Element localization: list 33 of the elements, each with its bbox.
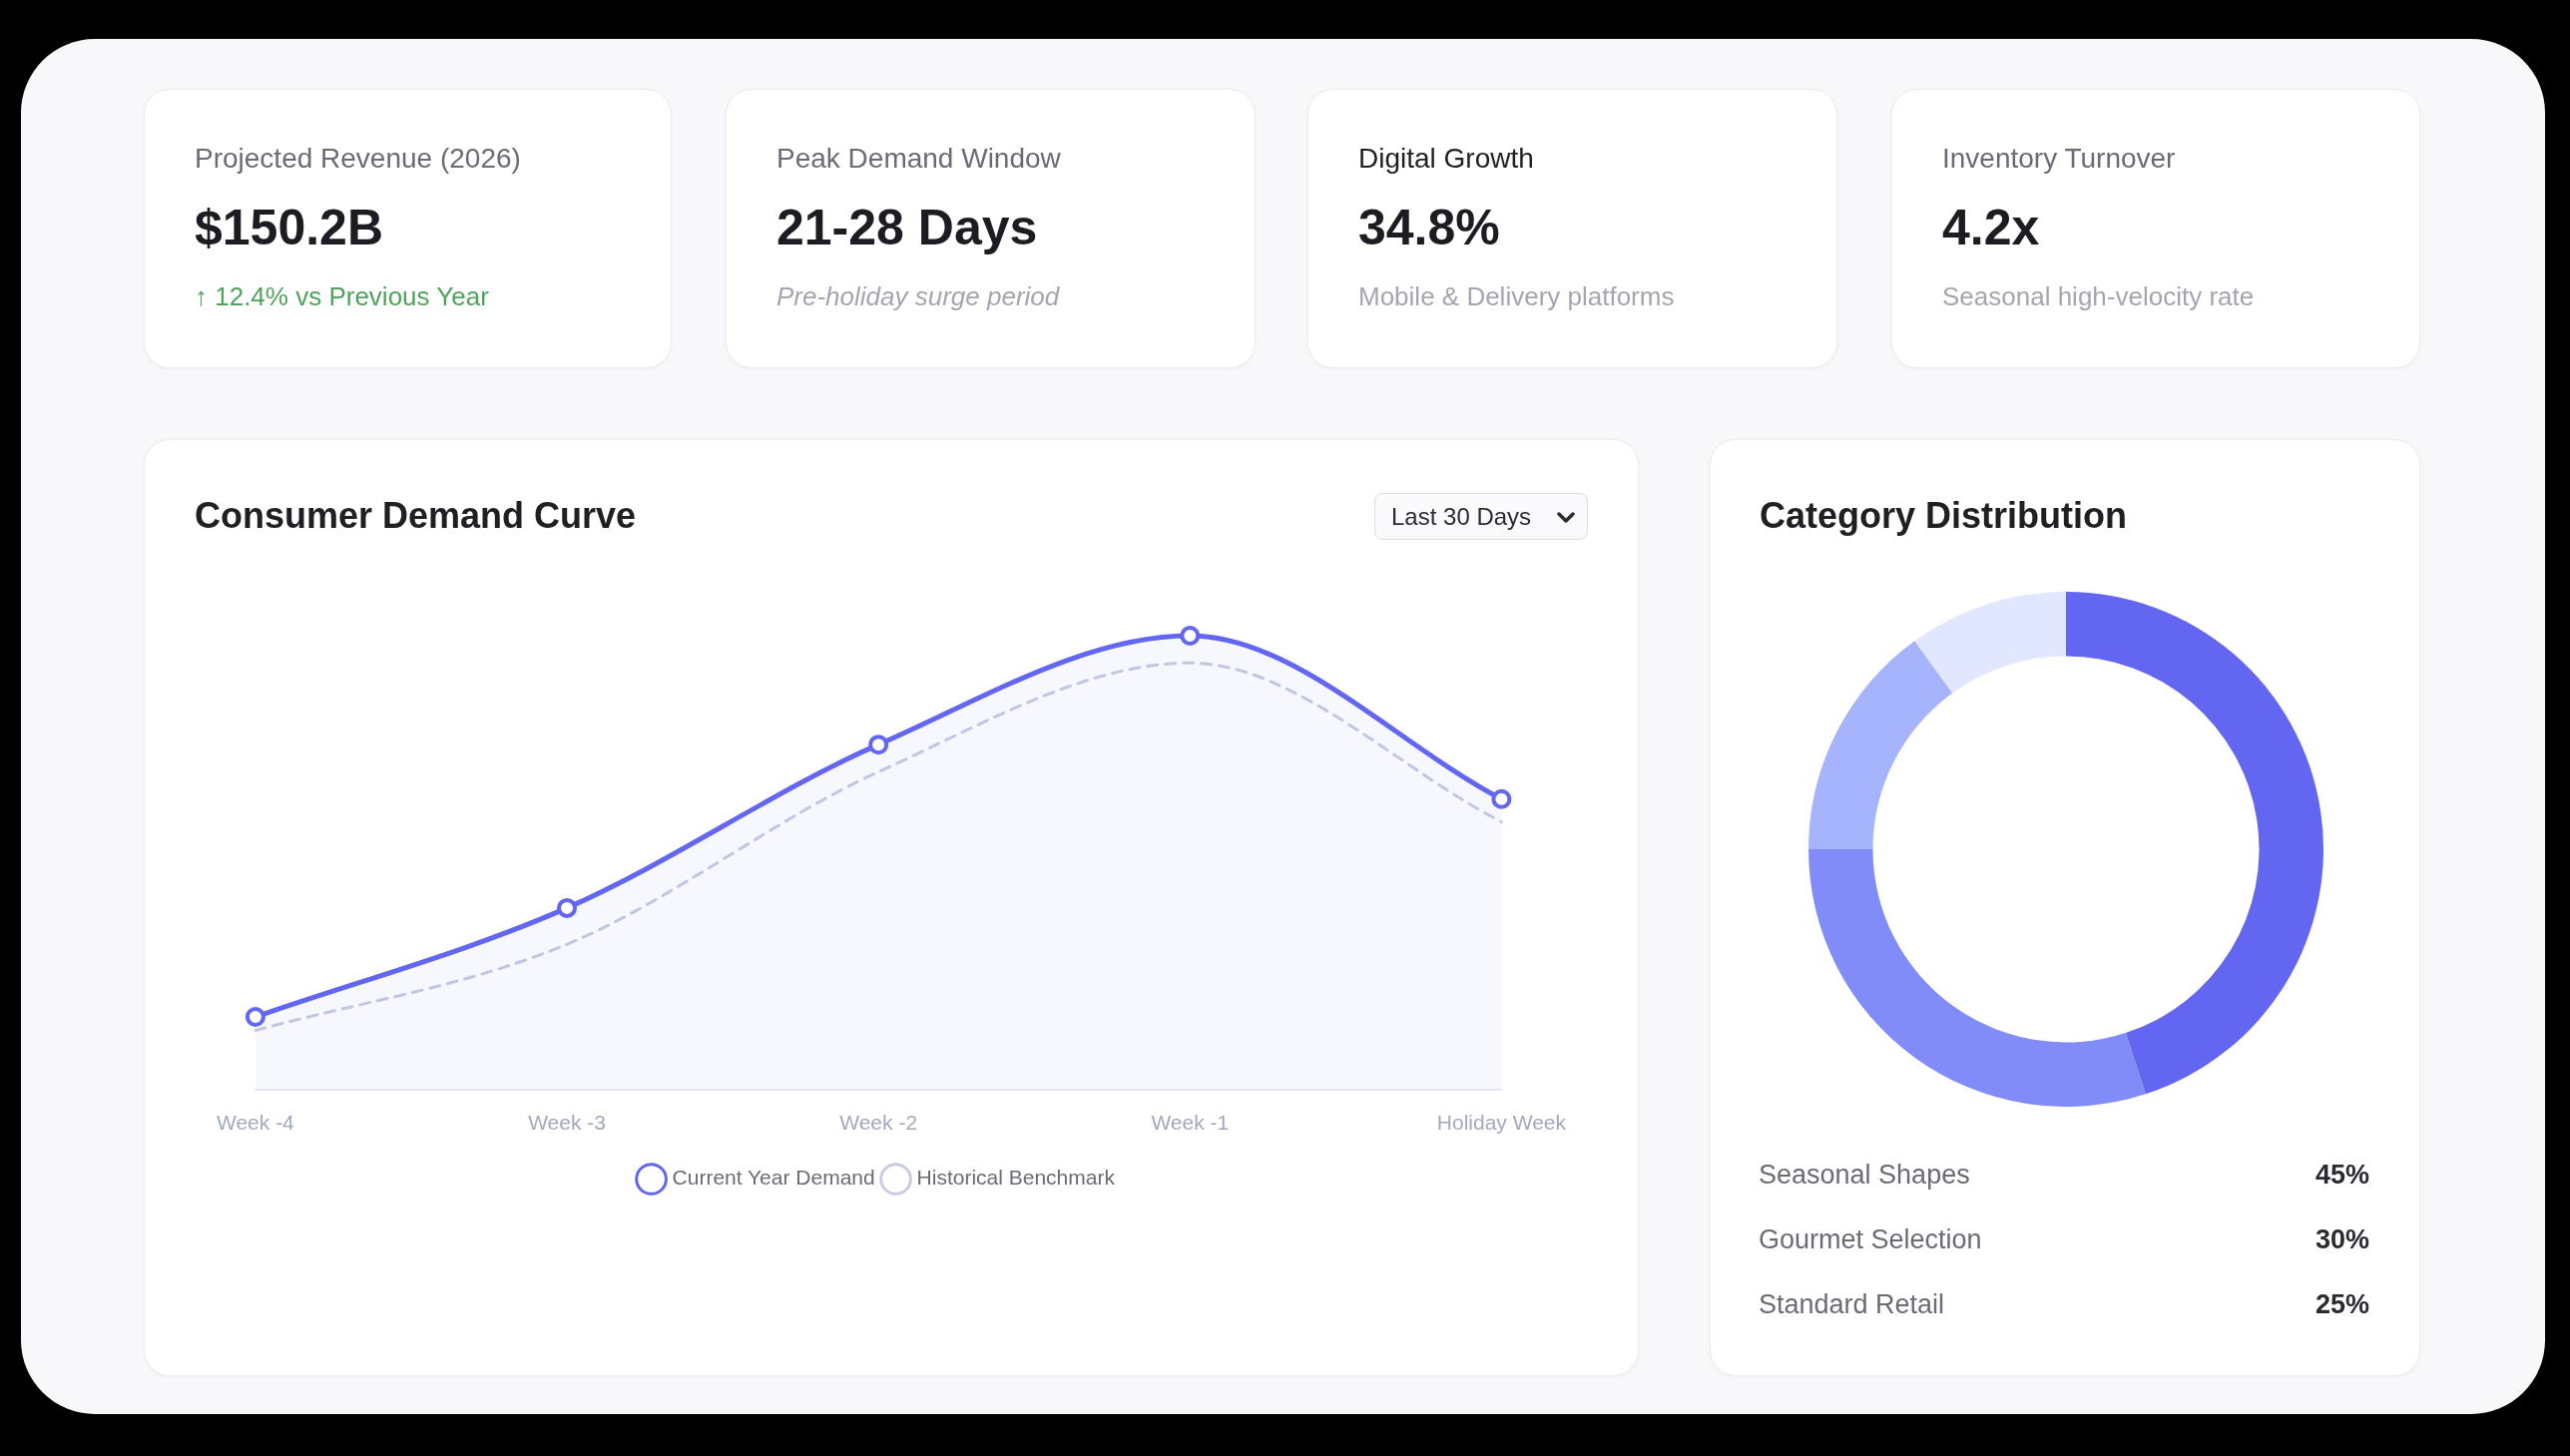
category-label: Seasonal Shapes	[1759, 1159, 1970, 1191]
text: 45%	[2314, 1160, 2369, 1190]
text: 34.8%	[1358, 199, 1500, 257]
x-tick-label: Week -1	[1151, 1111, 1230, 1135]
point	[245, 1007, 265, 1028]
chart-title: Consumer Demand Curve	[195, 494, 637, 538]
category-label: Standard Retail	[1759, 1288, 1945, 1320]
text: 30%	[2314, 1224, 2369, 1254]
text: Projected Revenue (2026)	[195, 142, 521, 176]
text: Pre-holiday surge period	[776, 281, 1060, 313]
legend-label: Current Year Demand	[672, 1166, 875, 1190]
text: 4.2x	[1942, 199, 2040, 257]
x-tick-label: Holiday Week	[1436, 1111, 1567, 1135]
point	[1491, 788, 1512, 809]
text: ↑ 12.4% vs Previous Year	[195, 281, 489, 313]
text: 21-28 Days	[776, 199, 1038, 257]
chart-title: Category Distribution	[1760, 494, 2128, 538]
text: Mobile & Delivery platforms	[1358, 281, 1675, 313]
text: 25%	[2314, 1289, 2369, 1319]
point	[1180, 626, 1201, 646]
text: Peak Demand Window	[776, 142, 1061, 176]
x-tick-label: Week -3	[528, 1111, 606, 1135]
x-tick-label: Week -4	[217, 1111, 295, 1135]
text: $150.2B	[195, 199, 384, 257]
point	[557, 897, 578, 918]
x-tick-label: Week -2	[839, 1111, 918, 1135]
legend-label: Historical Benchmark	[916, 1166, 1116, 1190]
text: Digital Growth	[1358, 142, 1534, 176]
dropdown: Last 30 Days	[1374, 493, 1588, 540]
text: Inventory Turnover	[1942, 142, 2176, 176]
point	[868, 734, 889, 755]
category-label: Gourmet Selection	[1759, 1223, 1982, 1255]
text: Seasonal high-velocity rate	[1942, 281, 2255, 313]
